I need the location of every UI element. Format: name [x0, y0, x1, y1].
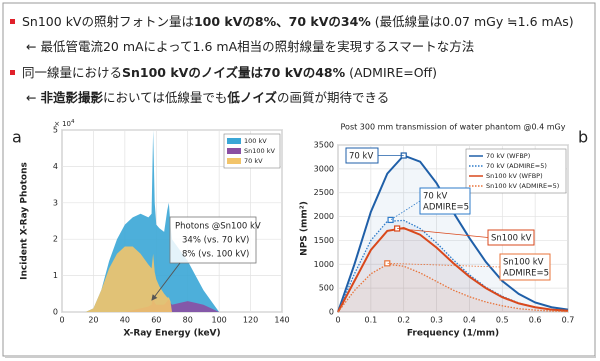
x-tick-label: 60 — [151, 316, 161, 325]
legend-label: 70 kV — [244, 157, 263, 165]
area — [85, 246, 220, 312]
callout-text: 70 kV — [349, 152, 373, 162]
y-tick-label: 5 — [53, 126, 58, 135]
bullet-text: ← 非造影撮影においては低線量でも低ノイズの画質が期待できる — [26, 90, 389, 105]
annotation-box — [169, 216, 257, 264]
panel-label: a — [12, 128, 22, 147]
callout-leader — [397, 228, 489, 238]
callout-box — [345, 147, 379, 164]
callout-text: 70 kV — [423, 192, 447, 202]
bullet-marker — [10, 70, 15, 75]
legend-label: Sn100 kV (ADMIRE=5) — [486, 182, 559, 190]
bullet-segment: においては低線量でも — [103, 90, 227, 105]
annotation-arrow — [151, 262, 181, 301]
bullet-segment: 100 kVの8%、70 kVの34% — [194, 14, 371, 29]
x-tick-label: 120 — [243, 316, 258, 325]
x-tick-label: 140 — [274, 316, 289, 325]
line — [337, 263, 569, 313]
callout-text: ADMIRE=5 — [503, 269, 549, 279]
bullet-segment: (ADMIRE=Off) — [345, 65, 437, 80]
chart-title: Post 300 mm transmission of water phanto… — [341, 123, 566, 132]
callout-leader — [387, 262, 501, 268]
bullet-text: 同一線量におけるSn100 kVのノイズ量は70 kVの48% (ADMIRE=… — [22, 65, 437, 80]
bullet-segment: 低ノイズ — [226, 90, 277, 105]
bullet-segment: Sn100 kVの照射フォトン量は — [22, 14, 194, 29]
bullet-segment: (最低線量は0.07 mGy ≒1.6 mAs) — [371, 14, 574, 29]
y-tick-label: 0 — [53, 308, 58, 317]
x-axis-label: X-Ray Energy (keV) — [123, 329, 220, 339]
annotation-text: 34% (vs. 70 kV) — [182, 236, 249, 246]
legend-label: 70 kV (WFBP) — [486, 152, 530, 160]
peak-marker — [384, 260, 391, 267]
legend-label: 70 kV (ADMIRE=5) — [486, 162, 547, 170]
annotation-text: 8% (vs. 100 kV) — [182, 250, 249, 260]
area-fill — [338, 220, 568, 312]
panel-label: b — [578, 128, 588, 147]
bullet-text: Sn100 kVの照射フォトン量は100 kVの8%、70 kVの34% (最低… — [22, 14, 574, 29]
bullet-segment: 同一線量における — [22, 65, 122, 80]
x-tick-label: 0.6 — [529, 316, 542, 325]
x-tick-label: 0.3 — [430, 316, 443, 325]
y-axis-label: NPS (mm²) — [300, 201, 310, 256]
bullet-marker — [10, 19, 15, 24]
y-tick-label: 500 — [319, 284, 334, 293]
legend-swatch — [227, 138, 241, 144]
x-tick-label: 0.4 — [463, 316, 476, 325]
legend-label: Sn100 kV (WFBP) — [486, 172, 543, 180]
x-tick-label: 80 — [183, 316, 193, 325]
x-tick-label: 0.2 — [397, 316, 410, 325]
annotation-text: Photons @Sn100 kV — [175, 222, 261, 232]
area-fill — [338, 264, 568, 312]
legend-swatch — [227, 148, 241, 154]
x-tick-label: 40 — [120, 316, 130, 325]
y-axis-label: Incident X-Ray Photons — [20, 162, 30, 280]
x-tick-label: 20 — [88, 316, 98, 325]
x-tick-label: 0 — [59, 316, 64, 325]
callout-text: ADMIRE=5 — [423, 203, 469, 213]
callout-text: Sn100 kV — [503, 258, 544, 268]
bullet-segment: Sn100 kVのノイズ量は70 kVの48% — [122, 65, 346, 80]
x-tick-label: 0 — [335, 316, 340, 325]
bullet-segment: ← — [26, 90, 40, 105]
y-tick-label: 2500 — [314, 188, 334, 197]
bullet-segment: ← 最低管電流20 mAによって1.6 mA相当の照射線量を実現するスマートな方… — [26, 39, 474, 54]
legend-label: Sn100 kV — [244, 147, 275, 155]
multiplier-exponent: 4 — [71, 119, 75, 125]
y-tick-label: 2000 — [314, 212, 334, 221]
x-tick-label: 0.7 — [562, 316, 575, 325]
y-tick-label: 4 — [53, 162, 58, 171]
callout-box — [487, 229, 535, 246]
x-tick-label: 0.1 — [364, 316, 377, 325]
bullet-segment: の画質が期待できる — [277, 90, 389, 105]
x-tick-label: 100 — [212, 316, 227, 325]
y-tick-label: 2 — [53, 235, 58, 244]
peak-marker — [387, 216, 394, 224]
bullet-text: ← 最低管電流20 mAによって1.6 mA相当の照射線量を実現するスマートな方… — [26, 39, 474, 54]
legend-swatch — [227, 158, 241, 164]
area-fill — [338, 228, 568, 312]
multiplier-base: × 10 — [54, 120, 71, 128]
y-tick-label: 1 — [53, 271, 58, 280]
y-tick-label: 0 — [329, 308, 334, 317]
bullet-segment: 非造影撮影 — [40, 90, 103, 105]
y-tick-label: 3000 — [314, 164, 334, 173]
x-tick-label: 0.5 — [496, 316, 509, 325]
callout-box — [419, 187, 471, 215]
callout-text: Sn100 kV — [491, 234, 532, 244]
line — [337, 226, 569, 313]
y-tick-label: 3 — [53, 198, 58, 207]
callout-box — [499, 253, 551, 281]
y-multiplier: × 104 — [54, 119, 75, 129]
y-tick-label: 1500 — [314, 236, 334, 245]
y-tick-label: 1000 — [314, 260, 334, 269]
line — [337, 219, 569, 313]
legend-label: 100 kV — [244, 137, 267, 145]
x-axis-label: Frequency (1/mm) — [407, 329, 499, 339]
y-tick-label: 3500 — [314, 141, 334, 150]
